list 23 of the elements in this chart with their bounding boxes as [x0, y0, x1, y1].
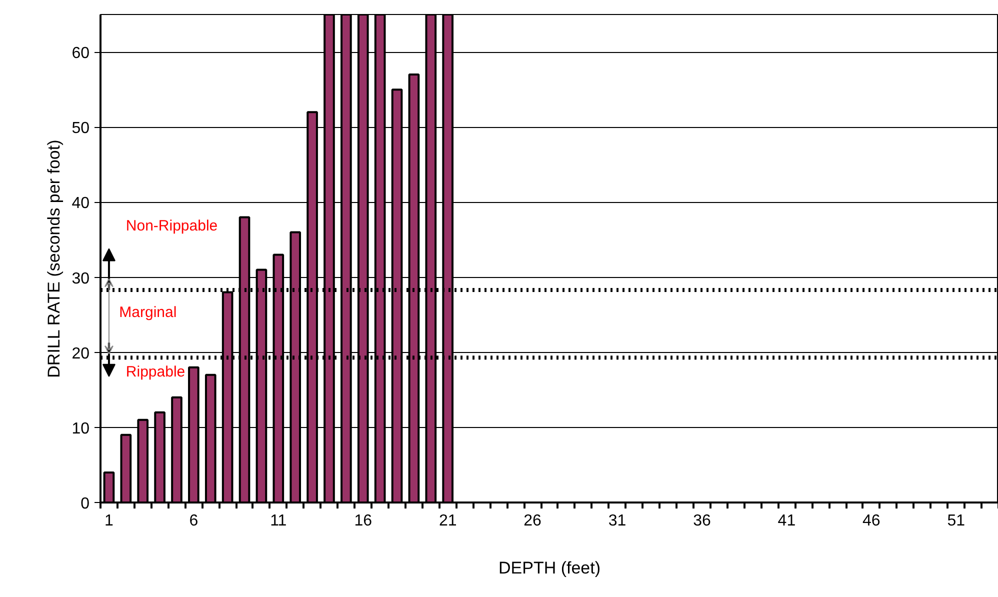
x-tick-label: 36: [693, 512, 711, 530]
y-tick-label: 20: [72, 345, 90, 362]
x-tick-label: 21: [438, 512, 457, 530]
x-tick-label: 11: [270, 512, 287, 530]
x-tick-label: 46: [862, 512, 880, 530]
x-tick-label: 51: [947, 512, 966, 530]
x-tick-label: 6: [189, 512, 198, 530]
x-tick-label: 16: [354, 512, 372, 530]
y-tick-label: 40: [72, 195, 90, 212]
y-tick-label: 30: [72, 270, 90, 288]
y-tick-label: 10: [72, 420, 90, 438]
annotation: Marginal: [119, 304, 177, 322]
x-tick-label: 41: [778, 512, 796, 530]
x-axis-title: DEPTH (feet): [498, 558, 601, 578]
annotation: Non-Rippable: [126, 218, 218, 235]
y-tick-label: 60: [72, 45, 90, 62]
x-tick-label: 31: [608, 512, 626, 530]
x-tick-label: 1: [104, 512, 114, 530]
x-tick-label: 26: [524, 512, 542, 530]
y-tick-label: 50: [72, 120, 90, 138]
y-axis-title: DRILL RATE (seconds per foot): [44, 140, 64, 378]
y-tick-label: 0: [80, 496, 90, 512]
annotation: Rippable: [126, 364, 186, 381]
